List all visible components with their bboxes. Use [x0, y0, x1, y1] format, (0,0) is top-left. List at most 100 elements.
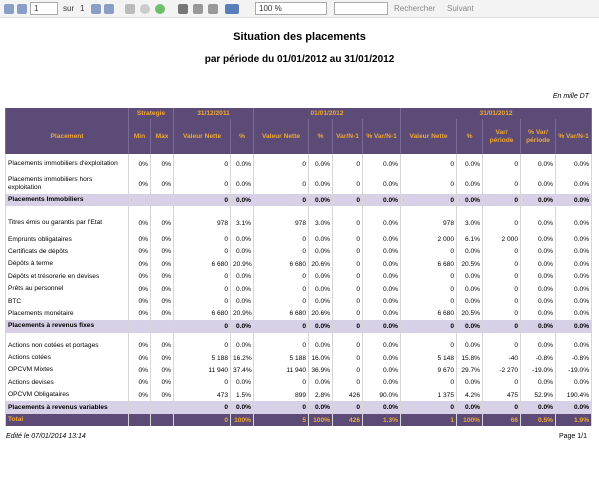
cell: 0.0%	[362, 351, 402, 365]
column-header-cell: Min	[128, 119, 151, 154]
last-page-button[interactable]	[104, 4, 114, 14]
cell: 36.9%	[308, 364, 334, 377]
cell: 0	[482, 245, 522, 259]
cell: 5 188	[173, 351, 231, 365]
data-row: Dépôts et trésorerie en devises 0% 0% 0 0.0%…	[5, 270, 593, 283]
cell: 2 000	[400, 233, 458, 246]
cell: 0	[253, 154, 310, 174]
cell: 0%	[128, 245, 151, 259]
cell: 0	[332, 245, 364, 259]
total-row: Total 0 100% 5 100% 426 1.3% 1 100% 66 0.5% 1.9%	[5, 413, 593, 427]
cell: 0.0%	[308, 245, 334, 259]
cell: 0	[482, 295, 522, 308]
zoom-select[interactable]: 100 %	[255, 2, 327, 15]
cell: 0.0%	[308, 295, 334, 308]
cell: 0%	[150, 282, 174, 296]
cell: 0	[173, 154, 231, 174]
cell: -19.0%	[555, 364, 593, 377]
export-button[interactable]	[225, 4, 239, 14]
cell: 0.0%	[520, 295, 557, 308]
column-header-cell: Valeur Nette	[173, 119, 231, 154]
cell: 0.0%	[229, 339, 255, 352]
cell	[173, 332, 231, 340]
subtotal-row: Placements à revenus fixes 0 0.0% 0 0.0% 0 0.0…	[5, 320, 593, 333]
column-header-cell: Valeur Nette	[400, 119, 458, 154]
cell: 0.0%	[308, 270, 334, 283]
cell	[555, 206, 593, 214]
cell: 0.0%	[229, 295, 255, 308]
data-row: Placements monétaire 0% 0% 6 680 20.9% 6 680 2…	[5, 307, 593, 321]
cell: 0	[253, 320, 310, 333]
cell	[332, 332, 364, 340]
cell	[128, 194, 151, 207]
cell: 0.0%	[555, 270, 593, 283]
cell: 2.8%	[308, 389, 334, 402]
layout-button[interactable]	[193, 4, 203, 14]
cell: 0	[482, 258, 522, 271]
next-page-button[interactable]	[91, 4, 101, 14]
report-subtitle: par période du 01/01/2012 au 31/01/2012	[204, 54, 395, 65]
cell: 0	[332, 174, 364, 194]
cell: 0%	[128, 351, 151, 365]
cell: 0	[400, 194, 458, 207]
cell: 0%	[150, 295, 174, 308]
cell: 475	[482, 389, 522, 402]
search-input[interactable]	[334, 2, 388, 15]
cell: 0	[482, 174, 522, 194]
cell: 6.1%	[456, 233, 484, 246]
cell: 20.5%	[456, 258, 484, 271]
cell: 0.0%	[229, 174, 255, 194]
cell: 0.0%	[555, 307, 593, 321]
column-header-cell: Var/ période	[482, 119, 522, 154]
cell	[150, 401, 174, 414]
cell	[456, 206, 484, 214]
cell: 0.0%	[362, 194, 402, 207]
cell: 0.0%	[555, 320, 593, 333]
cell	[400, 332, 458, 340]
toolbar: 1 sur 1 100 % Rechercher Suivant	[0, 0, 599, 18]
cell: 3.0%	[456, 213, 484, 234]
cell: 0	[332, 351, 364, 365]
cell: 90.0%	[362, 389, 402, 402]
cell: 0.0%	[555, 376, 593, 390]
data-row: Emprunts obligataires 0% 0% 0 0.0% 0 0.0% 0 0.0%…	[5, 233, 593, 246]
cell: 0	[332, 270, 364, 283]
first-page-button[interactable]	[4, 4, 14, 14]
cell	[150, 413, 174, 427]
page-setup-button[interactable]	[208, 4, 218, 14]
cell: 0.0%	[520, 270, 557, 283]
cell: 0	[482, 213, 522, 234]
column-header-cell: Var/N-1	[332, 119, 364, 154]
cell: 0.0%	[520, 174, 557, 194]
cell: 0.0%	[362, 154, 402, 174]
cell	[150, 332, 174, 340]
cell: 0.0%	[229, 282, 255, 296]
page-input[interactable]: 1	[30, 2, 58, 15]
print-button[interactable]	[178, 4, 188, 14]
cell: 0.0%	[555, 174, 593, 194]
refresh-button[interactable]	[155, 4, 165, 14]
cell: 0%	[150, 174, 174, 194]
prev-page-button[interactable]	[17, 4, 27, 14]
next-button[interactable]: Suivant	[447, 4, 474, 13]
data-row: Actions cotées 0% 0% 5 188 16.2% 5 188 16.0% 0 0…	[5, 351, 593, 365]
cell: 0%	[128, 258, 151, 271]
cell: 20.6%	[308, 258, 334, 271]
header-cell	[5, 108, 129, 119]
cell: 0	[400, 245, 458, 259]
placements-table: Strategie 31/12/2011 01/01/2012 31/01/2012 P…	[5, 108, 593, 427]
cell: 0.0%	[456, 295, 484, 308]
cell: 0.0%	[520, 320, 557, 333]
cell: 0.0%	[456, 245, 484, 259]
cell: 0	[400, 270, 458, 283]
cell: 6 680	[400, 258, 458, 271]
cell: 0	[173, 233, 231, 246]
search-button[interactable]: Rechercher	[394, 4, 436, 13]
cell: 978	[173, 213, 231, 234]
stop-button[interactable]	[140, 4, 150, 14]
cell: 0	[253, 270, 310, 283]
cell: 0	[173, 194, 231, 207]
back-button[interactable]	[125, 4, 135, 14]
cell: 0	[400, 154, 458, 174]
